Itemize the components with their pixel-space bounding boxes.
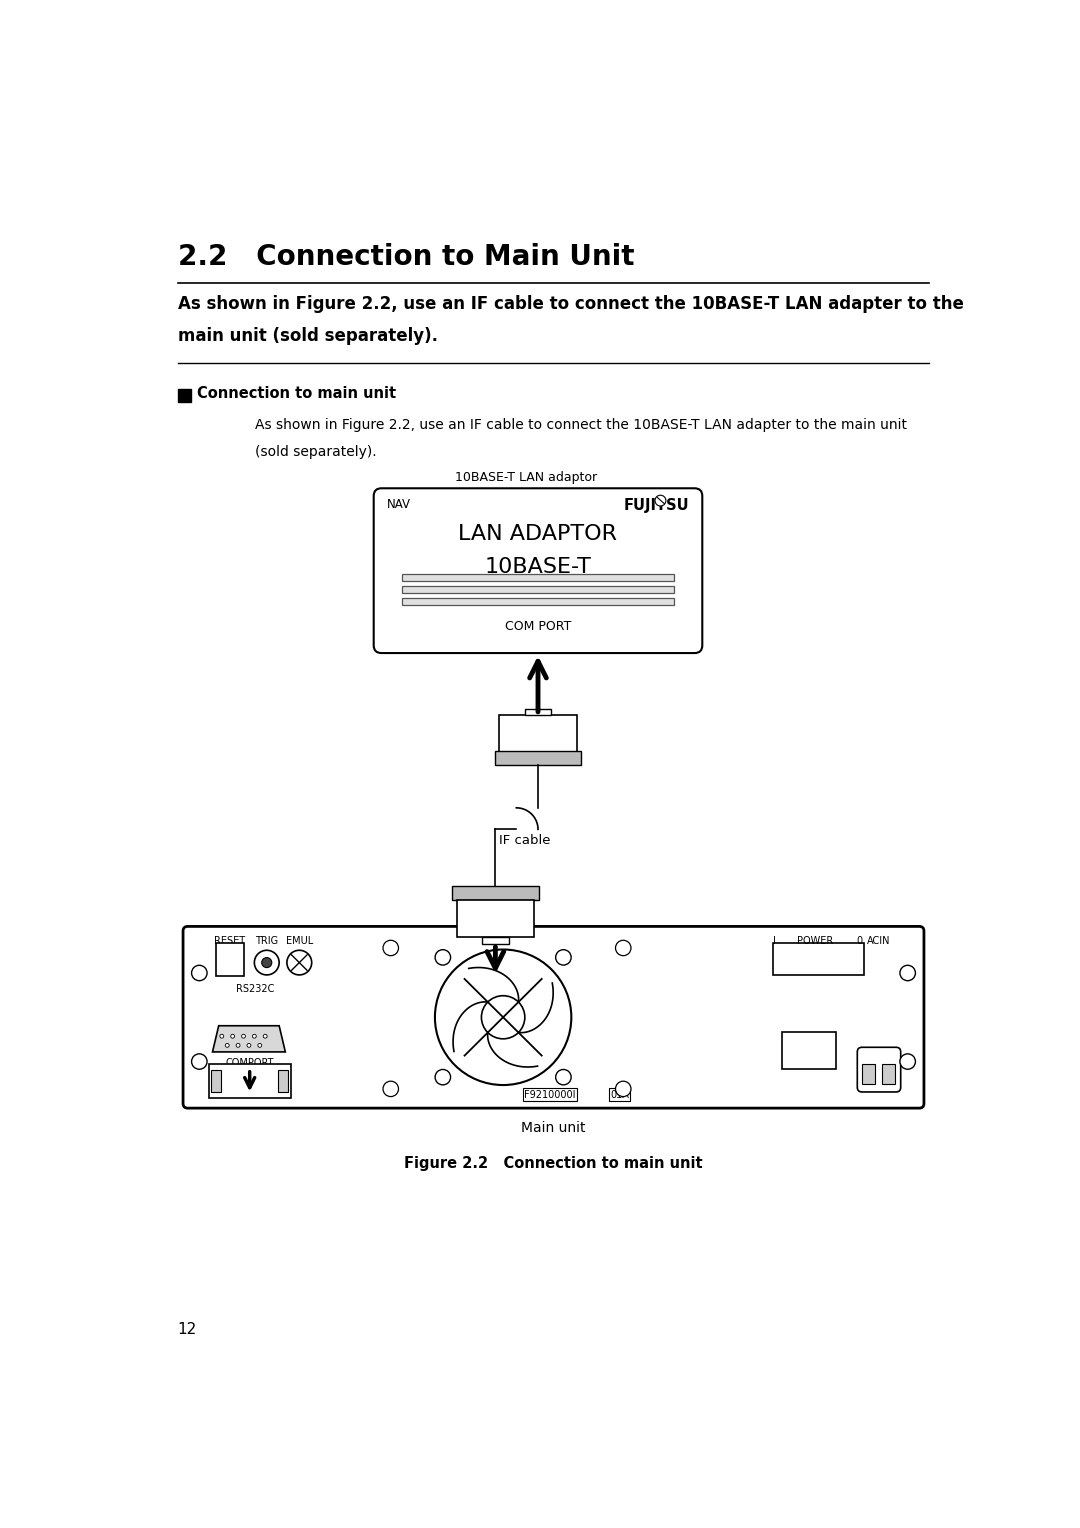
Circle shape	[226, 1044, 229, 1047]
Circle shape	[555, 1070, 571, 1085]
Text: Connection to main unit: Connection to main unit	[197, 387, 396, 400]
Text: 01A: 01A	[610, 1089, 629, 1100]
Circle shape	[242, 1034, 245, 1038]
Text: main unit (sold separately).: main unit (sold separately).	[177, 327, 437, 345]
Circle shape	[247, 1044, 251, 1047]
Text: RS232C: RS232C	[235, 984, 274, 995]
Text: IF cable: IF cable	[499, 834, 551, 847]
Circle shape	[191, 966, 207, 981]
Circle shape	[261, 958, 272, 967]
Text: EMUL: EMUL	[286, 937, 313, 946]
Text: As shown in Figure 2.2, use an IF cable to connect the 10BASE-T LAN adapter to t: As shown in Figure 2.2, use an IF cable …	[177, 295, 963, 313]
Circle shape	[435, 950, 450, 966]
Circle shape	[231, 1034, 234, 1038]
Bar	[216, 943, 243, 976]
Circle shape	[616, 1082, 631, 1097]
Bar	[525, 709, 551, 715]
Bar	[862, 1063, 875, 1085]
Circle shape	[264, 1034, 267, 1038]
Bar	[211, 1071, 221, 1093]
Circle shape	[435, 949, 571, 1085]
Circle shape	[900, 966, 916, 981]
Text: 10BASE-T LAN adaptor: 10BASE-T LAN adaptor	[456, 471, 597, 484]
Text: 10BASE-T: 10BASE-T	[485, 556, 592, 576]
Text: F9210000I: F9210000I	[524, 1089, 576, 1100]
Bar	[403, 597, 674, 605]
Text: Figure 2.2   Connection to main unit: Figure 2.2 Connection to main unit	[404, 1155, 703, 1170]
Bar	[882, 1063, 895, 1085]
Circle shape	[220, 1034, 224, 1038]
FancyBboxPatch shape	[374, 489, 702, 652]
Circle shape	[255, 950, 279, 975]
Bar	[773, 943, 864, 975]
Circle shape	[616, 940, 631, 955]
Circle shape	[383, 1082, 399, 1097]
Text: (sold separately).: (sold separately).	[255, 445, 377, 458]
Text: RESET: RESET	[214, 937, 245, 946]
Bar	[482, 937, 509, 944]
Text: LAN ADAPTOR: LAN ADAPTOR	[459, 524, 618, 544]
Bar	[451, 886, 539, 900]
Circle shape	[253, 1034, 256, 1038]
Text: FUJITSU: FUJITSU	[623, 498, 689, 512]
Bar	[495, 750, 581, 766]
Bar	[457, 900, 535, 937]
Bar	[499, 715, 577, 752]
Text: 0: 0	[856, 937, 863, 946]
Text: ACIN: ACIN	[867, 937, 891, 946]
Text: NAV: NAV	[387, 498, 410, 510]
Text: COM PORT: COM PORT	[504, 620, 571, 633]
Text: 2.2   Connection to Main Unit: 2.2 Connection to Main Unit	[177, 243, 634, 272]
Text: 12: 12	[177, 1322, 197, 1337]
Circle shape	[900, 1054, 916, 1070]
Bar	[177, 390, 191, 402]
Text: Main unit: Main unit	[522, 1122, 585, 1135]
Bar	[403, 585, 674, 593]
Circle shape	[287, 950, 312, 975]
Circle shape	[555, 950, 571, 966]
Circle shape	[656, 495, 666, 506]
FancyBboxPatch shape	[858, 1047, 901, 1093]
Text: As shown in Figure 2.2, use an IF cable to connect the 10BASE-T LAN adapter to t: As shown in Figure 2.2, use an IF cable …	[255, 419, 907, 432]
Circle shape	[482, 996, 525, 1039]
Text: I: I	[773, 937, 775, 946]
Text: POWER: POWER	[797, 937, 833, 946]
Circle shape	[383, 940, 399, 955]
Bar	[279, 1071, 288, 1093]
Circle shape	[237, 1044, 240, 1047]
FancyBboxPatch shape	[183, 926, 924, 1108]
Polygon shape	[213, 1025, 285, 1051]
Circle shape	[258, 1044, 261, 1047]
Circle shape	[191, 1054, 207, 1070]
Circle shape	[435, 1070, 450, 1085]
Bar	[403, 573, 674, 582]
Text: COMPORT: COMPORT	[226, 1057, 274, 1068]
Bar	[208, 1063, 291, 1099]
Text: TRIG: TRIG	[255, 937, 279, 946]
Bar	[782, 1031, 836, 1070]
